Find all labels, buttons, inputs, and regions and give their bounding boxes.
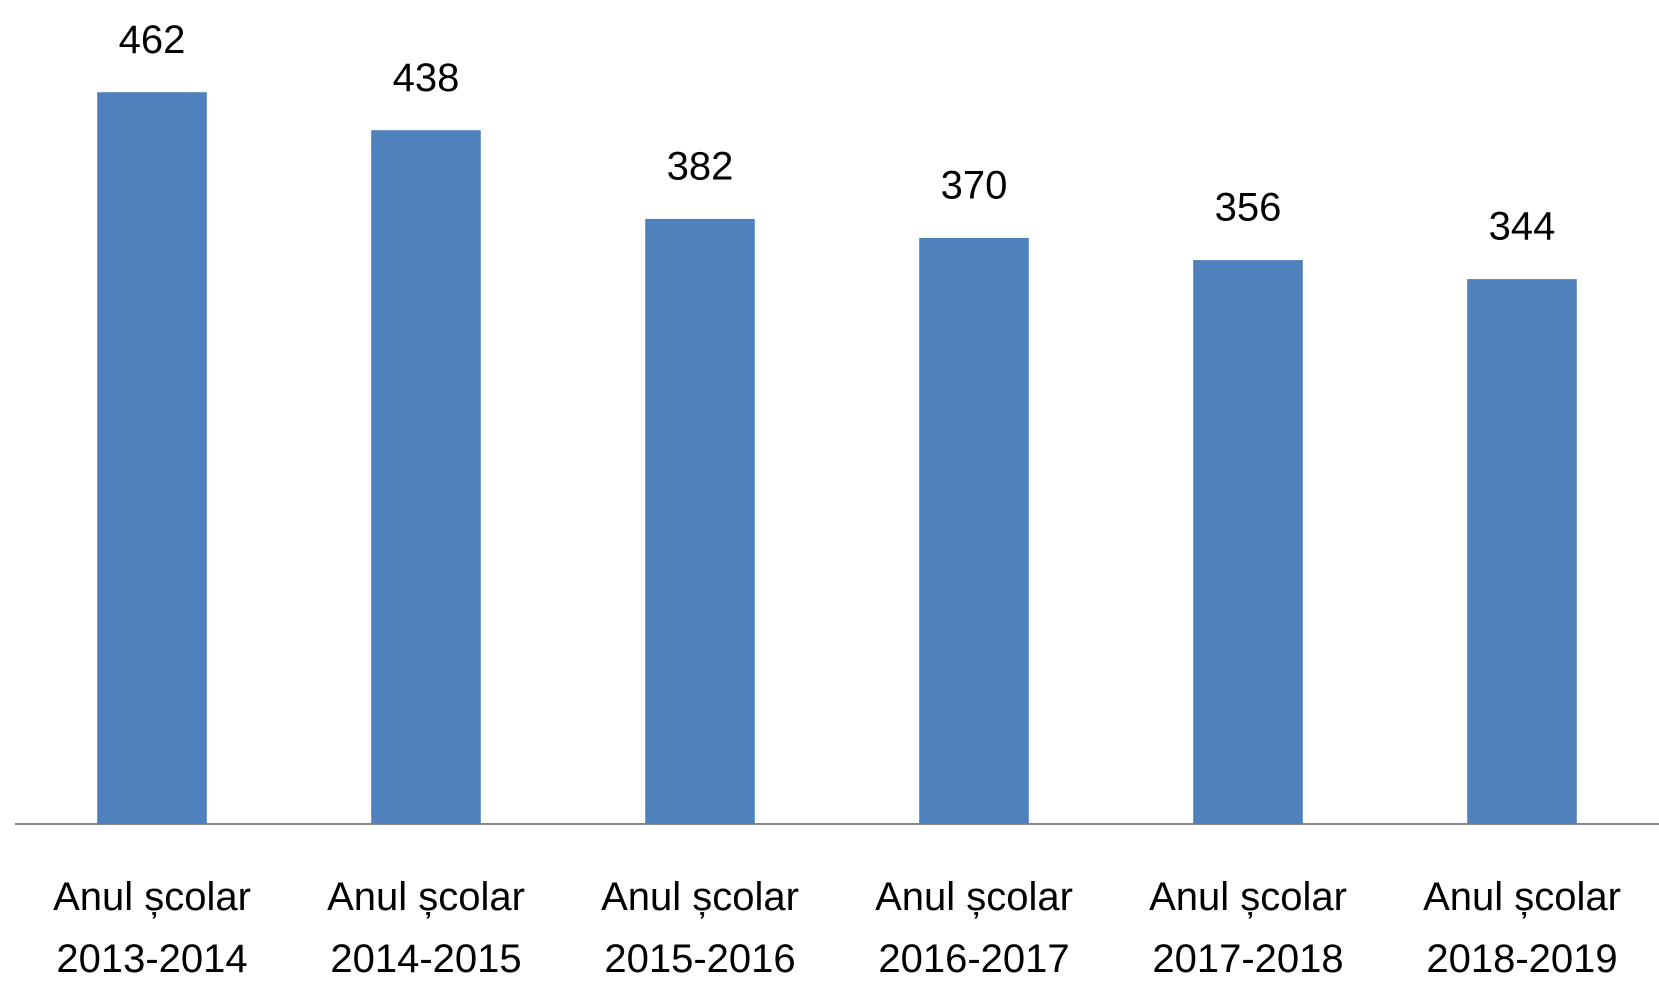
data-label: 462 [119, 18, 186, 62]
x-tick-label: Anul școlar 2018-2019 [1423, 875, 1621, 981]
data-label: 356 [1215, 186, 1282, 230]
data-label: 370 [941, 163, 1008, 207]
data-label: 382 [667, 144, 734, 188]
x-tick-label: Anul școlar 2015-2016 [601, 875, 799, 981]
bar [1193, 260, 1303, 824]
bar [97, 92, 207, 824]
bar [1467, 279, 1577, 824]
bar [645, 218, 755, 825]
bar [371, 130, 481, 824]
bar [919, 237, 1029, 825]
data-label: 344 [1489, 205, 1556, 249]
x-tick-label: Anul școlar 2016-2017 [875, 875, 1073, 981]
x-tick-label: Anul școlar 2017-2018 [1149, 875, 1347, 981]
x-tick-label: Anul școlar 2013-2014 [53, 875, 251, 981]
x-tick-label: Anul școlar 2014-2015 [327, 875, 525, 981]
data-label: 438 [393, 56, 460, 100]
